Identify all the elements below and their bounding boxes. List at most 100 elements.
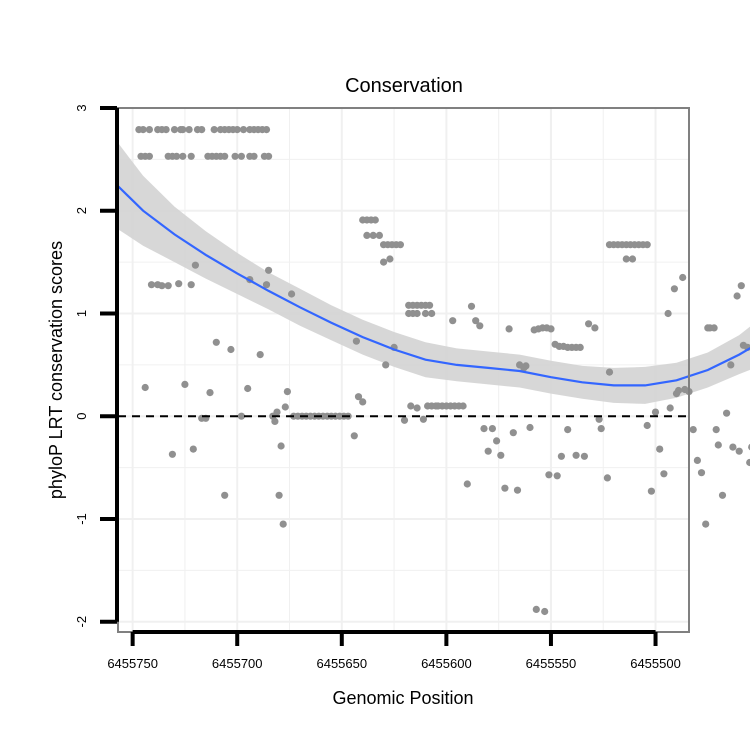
y-tick-label: -1 [74,513,89,525]
data-point [382,361,390,369]
data-point [603,474,612,482]
data-point [179,152,187,160]
data-point [576,343,584,351]
data-point [643,241,651,249]
data-point [545,471,553,479]
data-point [733,292,741,300]
data-point [237,412,245,420]
data-point [679,273,687,282]
data-point [597,425,605,433]
data-point [553,472,561,480]
data-point [359,398,367,406]
data-point [488,425,496,433]
data-point [413,404,421,412]
data-point [179,126,187,134]
data-point [375,231,383,239]
data-point [158,282,166,290]
data-point [428,309,436,318]
data-point [363,231,371,239]
data-point [352,337,360,345]
data-point [212,338,220,346]
data-point [262,281,271,289]
data-point [712,426,720,434]
data-point [585,320,593,328]
data-point [147,281,156,289]
y-tick-label: 1 [74,310,89,317]
data-point [459,402,467,410]
data-point [513,486,522,494]
data-point [656,445,664,453]
data-point [735,447,743,455]
data-point [647,487,656,495]
data-point [145,126,153,134]
data-point [693,456,702,464]
data-point [265,152,273,160]
data-point [426,301,434,309]
x-tick-label: 6455650 [316,656,367,671]
data-point [162,126,170,134]
data-point [168,450,176,458]
data-point [484,447,492,455]
data-point [369,231,377,239]
data-point [400,416,409,424]
y-axis-title: phyloP LRT conservation scores [46,241,66,499]
data-point [275,491,283,499]
data-point [541,607,549,616]
plot-panel [117,107,750,633]
data-point [141,383,149,392]
data-point [572,451,580,459]
data-point [191,261,199,269]
y-tick-label: 3 [74,104,89,111]
data-point [139,126,147,134]
data-point [421,309,430,318]
data-points-layer [135,126,750,616]
data-point [273,408,281,416]
data-point [746,458,750,467]
data-point [564,426,572,434]
data-point [666,404,674,412]
data-point [643,421,651,430]
data-point [710,324,718,332]
data-point [181,380,189,388]
data-point [233,126,241,134]
data-point [501,484,509,492]
chart-title: Conservation [345,75,463,97]
data-point [463,480,471,488]
data-point [472,317,480,325]
data-point [281,403,289,411]
data-point [547,325,555,333]
data-point [277,442,285,450]
data-point [164,282,172,290]
data-point [413,309,421,318]
data-point [239,126,248,134]
data-point [396,241,404,249]
data-point [189,445,197,453]
data-point [723,409,731,417]
data-point [532,605,540,614]
x-tick-label: 6455600 [421,656,472,671]
data-point [386,255,394,263]
x-tick-label: 6455500 [630,656,681,671]
data-point [185,126,193,134]
data-point [497,451,505,459]
data-point [231,152,239,160]
x-axis: 6455750 6455700 6455650 6455600 6455550 64555… [107,630,681,671]
data-point [407,402,415,410]
x-tick-label: 6455750 [107,656,158,671]
data-point [729,443,737,451]
data-point [591,324,599,332]
data-point [145,152,153,160]
data-point [580,452,589,460]
y-tick-label: 0 [74,413,89,420]
data-point [419,415,427,423]
data-point [173,152,181,160]
data-point [702,520,710,528]
data-point [480,425,488,433]
smooth-line-layer [117,185,750,387]
data-point [509,429,517,437]
data-point [605,368,614,376]
data-point [622,255,630,263]
data-point [727,361,735,369]
data-point [476,322,484,330]
